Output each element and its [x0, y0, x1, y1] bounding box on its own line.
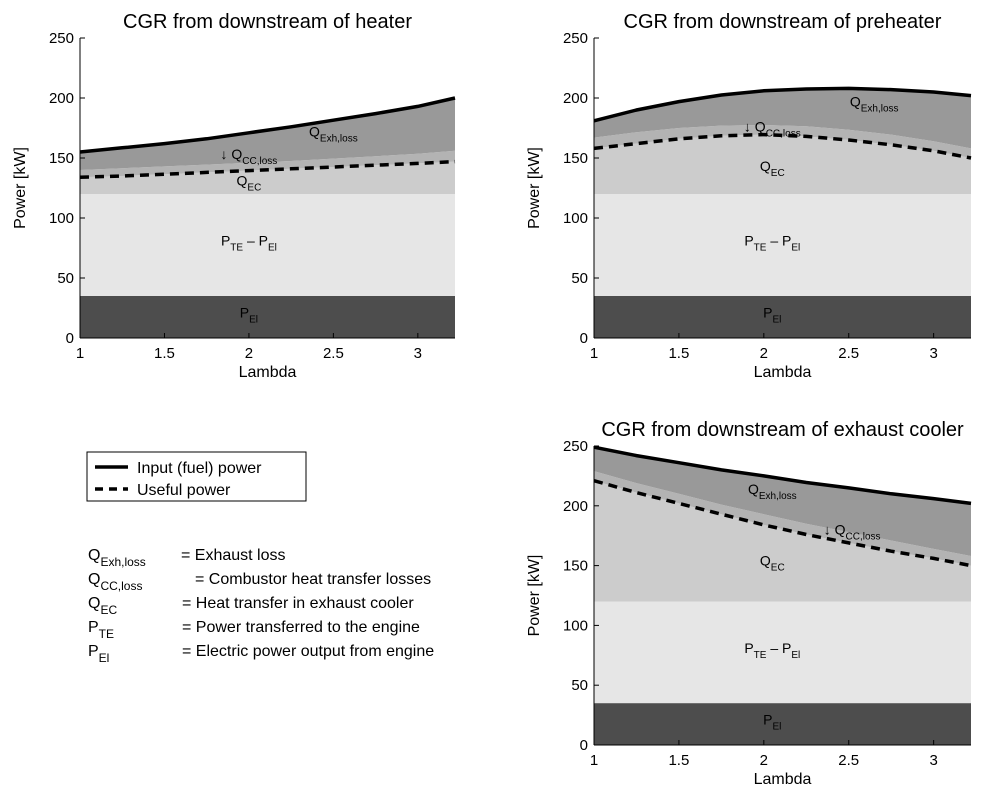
useful-power-line	[79, 159, 456, 179]
area-label: PEl	[763, 712, 781, 733]
area-label: PTE – PEl	[744, 640, 800, 661]
area-p-te	[594, 194, 971, 296]
area-p-te	[594, 601, 971, 704]
x-tick-label: 1	[590, 345, 598, 362]
y-tick-label: 50	[571, 270, 588, 287]
area-q-ec	[80, 161, 455, 194]
x-tick-label: 2	[760, 752, 768, 769]
y-tick-label: 100	[563, 210, 588, 227]
area-p-el	[594, 703, 971, 745]
area-label: QExh,loss	[309, 123, 358, 144]
y-tick-label: 150	[563, 150, 588, 167]
area-label: QExh,loss	[850, 93, 899, 114]
area-p-te	[80, 194, 455, 296]
chart-title: CGR from downstream of preheater	[624, 11, 942, 33]
x-tick-label: 2	[245, 345, 253, 362]
area-q-cc-loss	[594, 471, 971, 566]
chart-heater: 1 1.5 2 2.5 3 0 50 100 150 200 250 CGR from downstr…	[12, 11, 456, 381]
y-tick-label: 150	[563, 558, 588, 575]
chart-exhaust-cooler: 1 1.5 2 2.5 3 0 50 100 150 200 250 CGR from downstr…	[526, 419, 972, 788]
definition-text: = Combustor heat transfer losses	[195, 571, 431, 588]
x-axis-label: Lambda	[239, 364, 297, 381]
chart-title: CGR from downstream of exhaust cooler	[601, 419, 964, 441]
y-axis-label: Power [kW]	[526, 555, 543, 637]
useful-power-line	[593, 132, 972, 160]
definition-symbol: QCC,loss	[88, 571, 142, 593]
definition-symbol: QEC	[88, 595, 117, 617]
x-tick-label: 3	[414, 345, 422, 362]
area-q-cc-loss	[594, 125, 971, 158]
x-tick-label: 2.5	[323, 345, 344, 362]
y-axis-label: Power [kW]	[12, 147, 29, 229]
x-tick-label: 3	[929, 752, 937, 769]
area-label: PEl	[240, 305, 258, 326]
area-q-ec	[594, 480, 971, 602]
x-tick-label: 2.5	[838, 345, 859, 362]
area-p-el	[80, 296, 455, 338]
definition-text: = Electric power output from engine	[182, 643, 434, 660]
chart-preheater: 1 1.5 2 2.5 3 0 50 100 150 200 250 CGR from downstr…	[526, 11, 972, 381]
y-tick-label: 100	[49, 210, 74, 227]
x-tick-label: 1	[76, 345, 84, 362]
legend-box	[86, 451, 307, 502]
area-label: QEC	[760, 553, 785, 574]
area-q-ec	[594, 134, 971, 194]
y-tick-label: 200	[49, 90, 74, 107]
x-tick-label: 3	[929, 345, 937, 362]
x-tick-label: 1	[590, 752, 598, 769]
y-tick-label: 250	[563, 30, 588, 47]
legend-item-useful: Useful power	[137, 482, 231, 499]
definition-symbol: PEl	[88, 643, 109, 665]
input-power-line	[79, 96, 456, 154]
x-tick-label: 1.5	[668, 752, 689, 769]
definition-text: = Exhaust loss	[181, 547, 286, 564]
area-label: QExh,loss	[748, 481, 797, 502]
area-q-exh-loss	[594, 88, 971, 149]
legend-item-input: Input (fuel) power	[137, 460, 262, 477]
area-p-el	[594, 296, 971, 338]
x-tick-label: 1.5	[668, 345, 689, 362]
area-q-exh-loss	[594, 447, 971, 556]
y-axis-label: Power [kW]	[526, 147, 543, 229]
definition-text: = Heat transfer in exhaust cooler	[182, 595, 414, 612]
x-tick-label: 2	[760, 345, 768, 362]
area-label: QEC	[237, 173, 262, 194]
area-label: ↓ QCC,loss	[744, 119, 801, 140]
area-label: ↓ QCC,loss	[221, 146, 278, 167]
area-label: PTE – PEl	[221, 233, 277, 254]
x-tick-label: 2.5	[838, 752, 859, 769]
y-tick-label: 250	[563, 438, 588, 455]
definition-text: = Power transferred to the engine	[182, 619, 420, 636]
area-label: PTE – PEl	[744, 233, 800, 254]
area-label: PEl	[763, 305, 781, 326]
input-power-line	[593, 445, 972, 506]
definition-symbol: QExh,loss	[88, 547, 146, 569]
x-axis-label: Lambda	[754, 771, 812, 788]
useful-power-line	[593, 479, 972, 568]
y-tick-label: 50	[571, 677, 588, 694]
y-tick-label: 250	[49, 30, 74, 47]
y-tick-label: 50	[57, 270, 74, 287]
area-label: QEC	[760, 158, 785, 179]
y-tick-label: 100	[563, 617, 588, 634]
y-tick-label: 200	[563, 498, 588, 515]
legend: Input (fuel) power Useful power	[86, 451, 307, 502]
y-tick-label: 0	[66, 330, 74, 347]
chart-title: CGR from downstream of heater	[123, 11, 412, 33]
x-tick-label: 1.5	[154, 345, 175, 362]
y-tick-label: 0	[580, 330, 588, 347]
y-tick-label: 0	[580, 737, 588, 754]
input-power-line	[593, 86, 972, 123]
area-q-cc-loss	[80, 150, 455, 178]
area-label: ↓ QCC,loss	[824, 522, 881, 543]
symbol-definitions: QExh,loss = Exhaust loss QCC,loss = Combust…	[88, 547, 434, 665]
definition-symbol: PTE	[88, 619, 114, 641]
y-tick-label: 200	[563, 90, 588, 107]
x-axis-label: Lambda	[754, 364, 812, 381]
y-tick-label: 150	[49, 150, 74, 167]
